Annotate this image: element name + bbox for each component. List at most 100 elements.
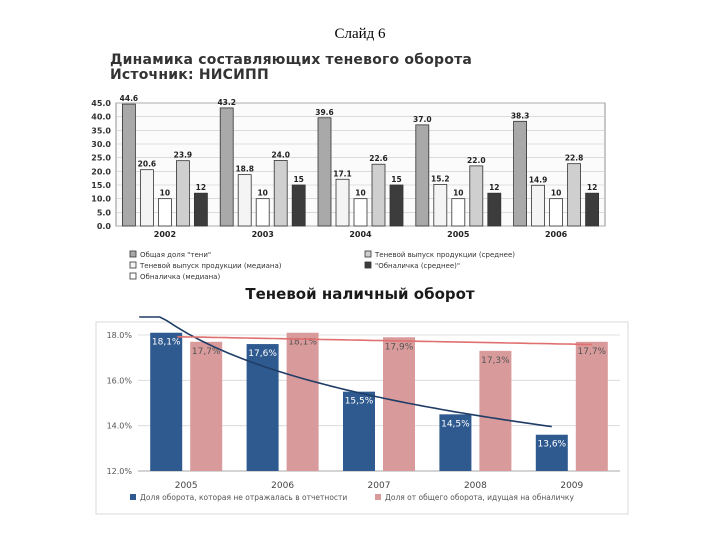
chart2-bar <box>439 414 472 471</box>
chart1-bar <box>237 174 252 227</box>
chart2-legend-label: Доля от общего оборота, идущая на обнали… <box>385 493 574 502</box>
chart1-legend-label: Общая доля "тени" <box>140 251 211 259</box>
chart1-data-label: 43.2 <box>217 98 236 107</box>
chart2-bar <box>150 332 183 471</box>
chart2-x-tick-label: 2007 <box>368 481 391 491</box>
chart1-legend-label: Обналичка (медиана) <box>140 273 220 281</box>
chart1-x-tick-label: 2005 <box>447 230 470 239</box>
chart1-data-label: 10 <box>257 189 267 198</box>
chart1-title: Динамика составляющих теневого оборота <box>110 52 473 68</box>
chart1-bar <box>317 117 332 227</box>
chart1-data-label: 38.3 <box>511 111 530 120</box>
chart1-data-label: 22.8 <box>565 154 584 163</box>
chart1-bar <box>531 184 545 227</box>
chart2-data-label: 15,5% <box>345 397 374 407</box>
chart1-x-tick-label: 2003 <box>252 230 274 239</box>
chart1-y-tick-label: 0.0 <box>97 222 112 231</box>
chart1-x-tick-label: 2006 <box>545 230 568 239</box>
chart1-y-tick-label: 15.0 <box>91 181 111 190</box>
chart1-bar <box>585 192 599 227</box>
chart1-bar <box>513 120 527 227</box>
chart1-bar <box>549 198 563 227</box>
chart2-bar <box>575 341 608 471</box>
chart1-y-tick-label: 45.0 <box>91 99 111 108</box>
chart1-bar <box>193 192 208 227</box>
chart2-bar <box>343 391 375 471</box>
chart1-data-label: 17.1 <box>333 169 352 178</box>
chart2-bar <box>286 332 319 471</box>
chart2-y-tick-label: 14.0% <box>107 422 133 431</box>
chart2-title: Теневой наличный оборот <box>245 285 475 303</box>
chart1-data-label: 22.6 <box>369 154 388 163</box>
chart1-bar <box>175 160 190 227</box>
chart1-source: Источник: НИСИПП <box>110 67 269 83</box>
chart1-y-tick-label: 25.0 <box>91 154 111 163</box>
chart1-bar <box>335 178 350 227</box>
chart1-data-label: 18.8 <box>235 165 254 174</box>
chart1-data-label: 39.6 <box>315 108 334 117</box>
chart1-data-label: 15 <box>391 175 401 184</box>
chart2-y-tick-label: 16.0% <box>107 376 133 385</box>
chart1-x-tick-label: 2004 <box>349 230 372 239</box>
chart1-data-label: 10 <box>551 189 561 198</box>
chart1-data-label: 44.6 <box>120 94 139 103</box>
chart2-bar <box>479 350 512 471</box>
chart1-bar <box>255 198 270 227</box>
chart1-y-tick-label: 35.0 <box>91 126 111 135</box>
chart1-legend-label: Теневой выпуск продукции (медиана) <box>139 262 282 270</box>
chart1-bar <box>415 124 430 227</box>
chart1-y-tick-label: 40.0 <box>91 113 111 122</box>
chart1-bar <box>291 184 306 227</box>
chart1-y-tick-label: 10.0 <box>91 195 111 204</box>
chart2-data-label: 17,9% <box>385 342 414 352</box>
chart1-title-block: Динамика составляющих теневого оборота И… <box>110 53 472 83</box>
chart1-data-label: 12 <box>489 183 499 192</box>
chart2-legend-swatch <box>130 494 136 500</box>
chart1-legend-label: Теневой выпуск продукции (среднее) <box>374 251 515 259</box>
chart2-legend-swatch <box>375 494 381 500</box>
chart1-bar <box>371 163 386 227</box>
chart1-bar <box>567 163 581 227</box>
chart1-bar <box>433 184 448 227</box>
chart1-data-label: 12 <box>587 183 597 192</box>
chart1-bar <box>139 169 154 227</box>
chart2-x-tick-label: 2008 <box>464 481 487 491</box>
chart1-bar <box>353 198 368 227</box>
chart1-data-label: 37.0 <box>413 115 432 124</box>
chart2-data-label: 17,6% <box>248 349 277 359</box>
chart2-bar <box>535 434 568 471</box>
chart1-data-label: 10 <box>453 189 463 198</box>
chart2-y-tick-label: 12.0% <box>107 467 133 476</box>
chart2-data-label: 17,7% <box>192 347 221 357</box>
chart2-trendline-unreported <box>139 316 552 428</box>
chart1-legend-swatch <box>364 261 372 269</box>
chart2-x-tick-label: 2009 <box>560 481 583 491</box>
chart2-data-label: 17,3% <box>481 356 510 366</box>
chart1-y-tick-label: 30.0 <box>91 140 111 149</box>
chart1-legend-swatch <box>129 261 137 269</box>
chart2-x-tick-label: 2005 <box>175 481 198 491</box>
chart1-data-label: 10 <box>355 189 365 198</box>
chart1-data-label: 14.9 <box>529 175 548 184</box>
chart2-data-label: 18,1% <box>152 338 181 348</box>
chart1-bar <box>219 107 234 227</box>
chart1-bar <box>389 184 404 227</box>
chart1-bar <box>273 159 288 227</box>
chart2-legend-label: Доля оборота, которая не отражалась в от… <box>140 493 347 502</box>
chart1-data-label: 24.0 <box>271 150 290 159</box>
chart1-data-label: 20.6 <box>138 160 157 169</box>
chart1-bar <box>157 198 172 227</box>
chart1-data-label: 22.0 <box>467 156 486 165</box>
chart1-bar <box>122 103 136 227</box>
chart2-bar <box>246 344 279 471</box>
chart1-bar <box>487 192 502 227</box>
chart1-legend-swatch <box>364 250 372 258</box>
chart1-bar <box>451 198 466 227</box>
chart2-bar <box>190 341 223 471</box>
chart1-data-label: 15.2 <box>431 174 450 183</box>
chart2-data-label: 13,6% <box>538 440 567 450</box>
chart2-data-label: 14,5% <box>441 419 470 429</box>
chart1-x-tick-label: 2002 <box>154 230 176 239</box>
